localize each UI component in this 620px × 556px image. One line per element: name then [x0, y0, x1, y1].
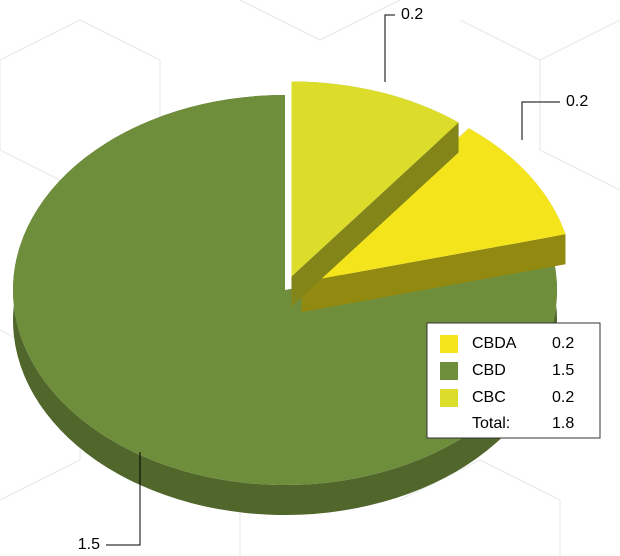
leader-line	[384, 14, 395, 82]
data-label: 0.2	[566, 93, 588, 110]
legend-swatch	[440, 389, 458, 407]
legend-value: 0.2	[552, 389, 574, 406]
data-label: 1.5	[78, 536, 100, 553]
legend-label: CBD	[472, 362, 506, 379]
legend: CBDA 0.2 CBD 1.5 CBC 0.2 Total: 1.8	[426, 322, 601, 439]
legend-total: 1.8	[552, 415, 574, 432]
leader-line	[521, 101, 560, 140]
legend-label: CBC	[472, 389, 506, 406]
slice-cut	[301, 234, 566, 313]
legend-value: 1.5	[552, 362, 574, 379]
legend-total-label: Total:	[472, 415, 510, 432]
pie	[13, 81, 566, 515]
slice	[291, 81, 459, 277]
leader-line	[106, 452, 141, 546]
legend-value: 0.2	[552, 335, 574, 352]
legend-swatch	[440, 362, 458, 380]
data-labels: 0.2 1.5 0.2	[78, 6, 589, 553]
data-label: 0.2	[401, 6, 423, 23]
slice	[13, 95, 558, 485]
legend-label: CBDA	[472, 335, 517, 352]
slice	[301, 128, 566, 283]
legend-swatch	[440, 335, 458, 353]
slice-cut	[291, 122, 459, 307]
legend-rows: CBDA 0.2 CBD 1.5 CBC 0.2	[440, 335, 574, 407]
